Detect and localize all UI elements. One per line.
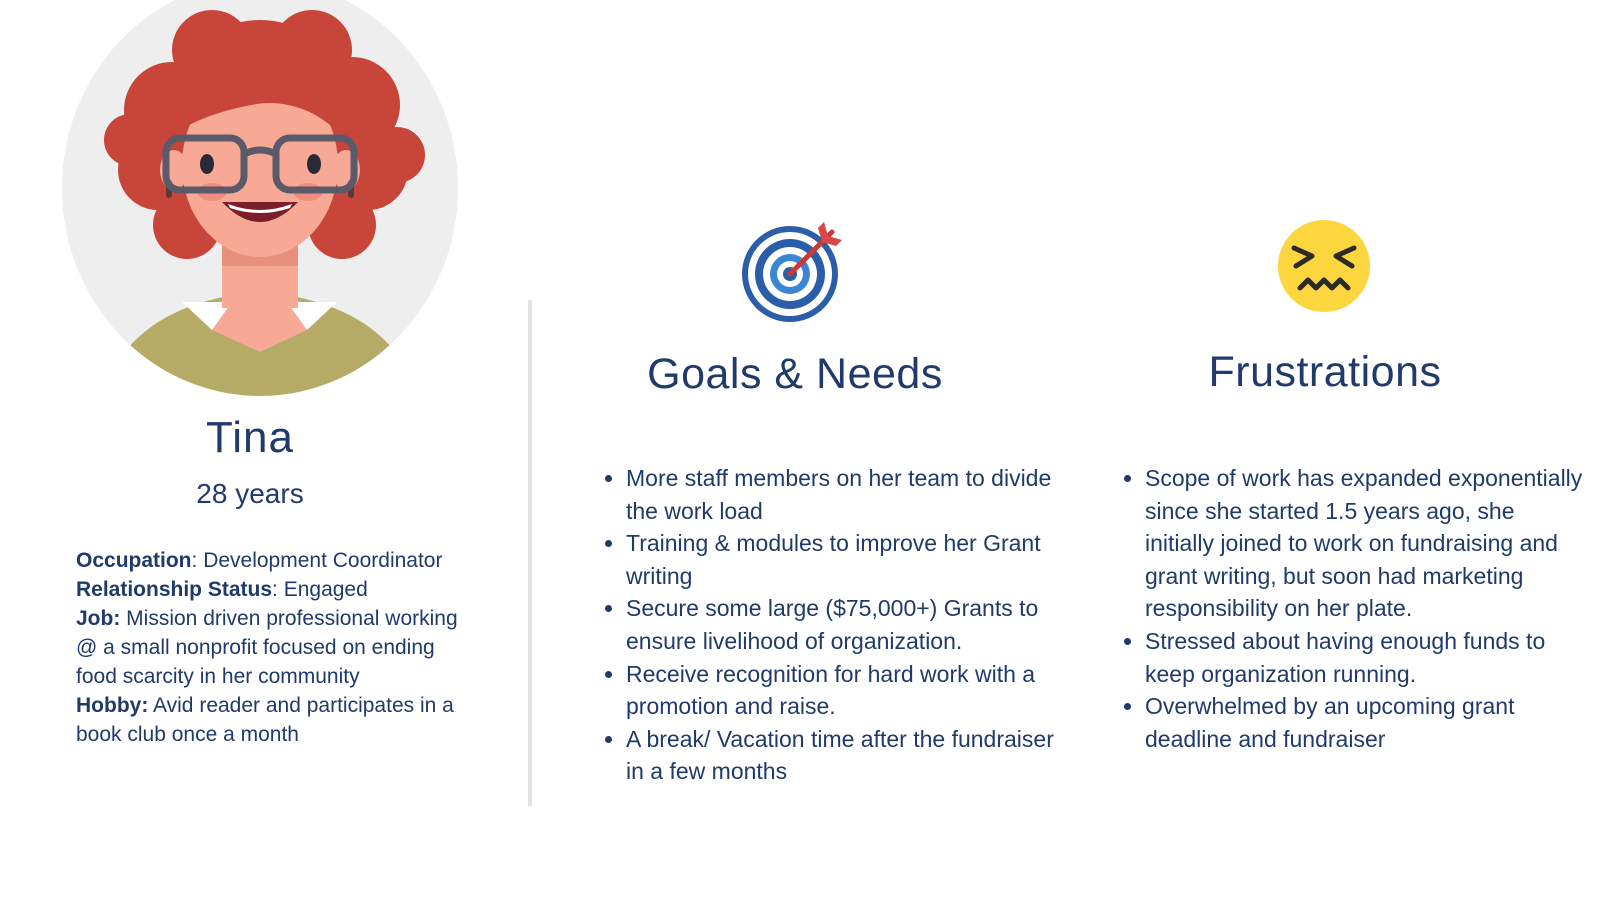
- detail-value: Avid reader and participates in a book c…: [76, 694, 454, 746]
- detail-value: Development Coordinator: [203, 549, 443, 572]
- list-item: Training & modules to improve her Grant …: [626, 527, 1066, 592]
- column-divider: [528, 300, 532, 806]
- list-item: Scope of work has expanded exponentially…: [1145, 462, 1585, 625]
- detail-occupation: Occupation: Development Coordinator: [76, 549, 443, 572]
- list-item: Secure some large ($75,000+) Grants to e…: [626, 592, 1066, 657]
- list-item: More staff members on her team to divide…: [626, 462, 1066, 527]
- persona-name: Tina: [206, 413, 294, 462]
- detail-value: Engaged: [283, 578, 368, 601]
- detail-value: Mission driven professional working @ a …: [76, 607, 458, 688]
- list-item: Receive recognition for hard work with a…: [626, 658, 1066, 723]
- detail-hobby: Hobby: Avid reader and participates in a…: [76, 691, 476, 749]
- frustrations-heading: Frustrations: [1208, 348, 1442, 396]
- detail-label: Job:: [76, 607, 121, 630]
- list-item: A break/ Vacation time after the fundrai…: [626, 723, 1066, 788]
- detail-job: Job: Mission driven professional working…: [76, 604, 476, 691]
- persona-age: 28 years: [196, 478, 304, 509]
- goals-heading: Goals & Needs: [647, 350, 943, 398]
- frustrations-list: Scope of work has expanded exponentially…: [1117, 462, 1585, 755]
- target-icon: [742, 222, 842, 322]
- list-item: Overwhelmed by an upcoming grant deadlin…: [1145, 690, 1585, 755]
- persona-details: Occupation: Development Coordinator Rela…: [76, 546, 476, 749]
- list-item: Stressed about having enough funds to ke…: [1145, 625, 1585, 690]
- confounded-face-icon: [1278, 220, 1370, 312]
- detail-relationship-status: Relationship Status: Engaged: [76, 578, 368, 601]
- detail-label: Hobby:: [76, 694, 149, 717]
- detail-label: Relationship Status: [76, 578, 273, 601]
- goals-list: More staff members on her team to divide…: [598, 462, 1066, 788]
- detail-label: Occupation: [76, 549, 192, 572]
- persona-avatar: [62, 0, 458, 396]
